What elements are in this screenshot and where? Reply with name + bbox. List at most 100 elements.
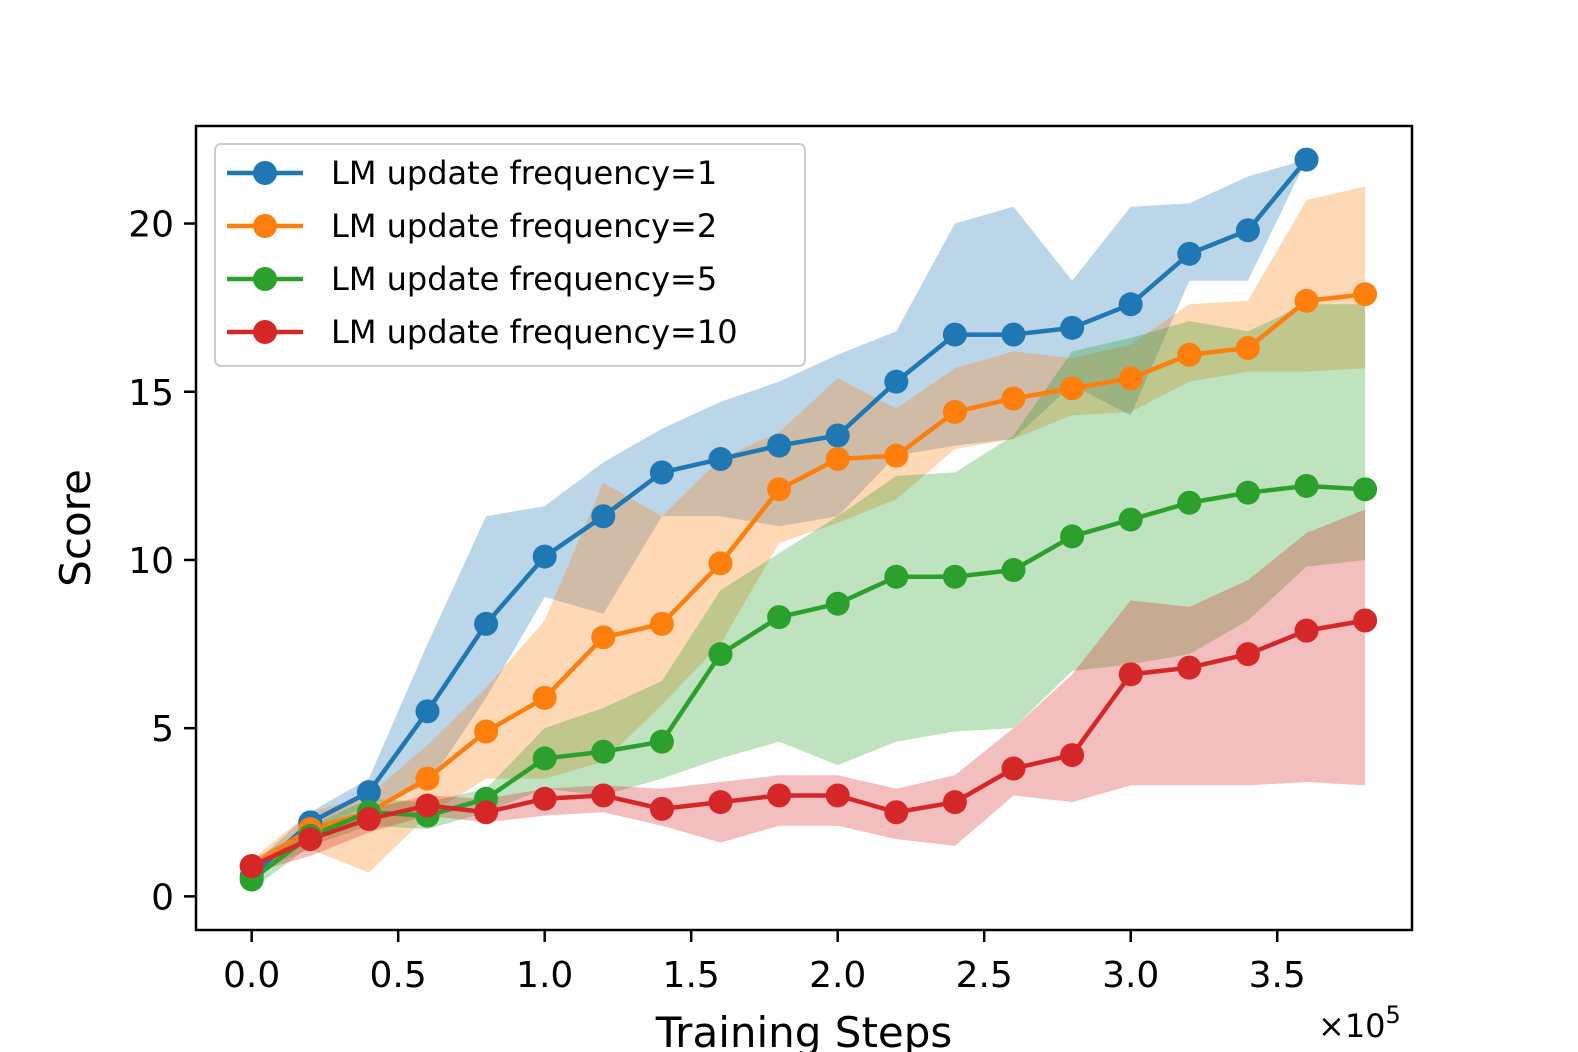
legend-label-1: LM update frequency=1 — [331, 154, 717, 192]
point-series-1 — [1060, 315, 1085, 340]
point-series-1 — [884, 369, 909, 394]
x-tick-label: 1.5 — [663, 955, 720, 996]
point-series-1 — [825, 423, 850, 448]
band-series-1 — [251, 159, 1307, 883]
band-series-3 — [251, 304, 1366, 890]
point-series-4 — [708, 790, 733, 815]
point-series-4 — [415, 793, 440, 818]
point-series-3 — [825, 591, 850, 616]
point-series-2 — [474, 719, 499, 744]
point-series-4 — [239, 854, 264, 879]
legend-marker-1 — [253, 161, 277, 185]
legend-marker-4 — [253, 320, 277, 344]
confidence-bands — [251, 159, 1366, 890]
legend-label-4: LM update frequency=10 — [331, 313, 738, 351]
point-series-2 — [708, 551, 733, 576]
point-series-1 — [649, 460, 674, 485]
point-series-4 — [1235, 642, 1260, 667]
point-series-4 — [298, 827, 323, 852]
point-series-1 — [767, 433, 792, 458]
point-series-3 — [591, 739, 616, 764]
x-tick-label: 2.5 — [956, 955, 1013, 996]
x-tick-label: 0.5 — [370, 955, 427, 996]
point-series-4 — [591, 783, 616, 808]
point-series-2 — [532, 685, 557, 710]
point-series-3 — [1060, 524, 1085, 549]
point-series-1 — [591, 504, 616, 529]
x-axis-multiplier: ×105 — [1318, 1001, 1401, 1045]
point-series-4 — [1177, 655, 1202, 680]
legend-frame — [214, 143, 806, 367]
y-tick-label: 20 — [128, 205, 174, 246]
legend-marker-3 — [253, 267, 277, 291]
series-markers — [239, 147, 1378, 892]
point-series-4 — [1060, 743, 1085, 768]
point-series-4 — [356, 806, 381, 831]
point-series-3 — [1177, 490, 1202, 515]
point-series-4 — [884, 800, 909, 825]
point-series-3 — [1235, 480, 1260, 505]
point-series-4 — [474, 800, 499, 825]
point-series-2 — [1001, 386, 1026, 411]
point-series-2 — [1060, 376, 1085, 401]
point-series-4 — [1118, 662, 1143, 687]
point-series-1 — [1001, 322, 1026, 347]
legend-label-2: LM update frequency=2 — [331, 207, 717, 245]
plot-frame — [194, 124, 1414, 932]
y-tick-label: 10 — [128, 541, 174, 582]
band-series-2 — [251, 186, 1366, 873]
point-series-1 — [1177, 241, 1202, 266]
point-series-1 — [942, 322, 967, 347]
y-tick-label: 5 — [151, 709, 174, 750]
point-series-3 — [767, 605, 792, 630]
point-series-4 — [649, 796, 674, 821]
point-series-1 — [708, 447, 733, 472]
y-axis-ticks: 0 5 10 15 20 — [128, 205, 196, 918]
legend: LM update frequency=1 LM update frequency… — [214, 143, 806, 367]
point-series-2 — [649, 611, 674, 636]
point-series-3 — [532, 746, 557, 771]
y-tick-label: 15 — [128, 373, 174, 414]
point-series-4 — [532, 786, 557, 811]
point-series-2 — [415, 766, 440, 791]
x-tick-label: 2.0 — [809, 955, 866, 996]
band-series-4 — [251, 509, 1366, 873]
point-series-3 — [1294, 473, 1319, 498]
y-tick-label: 0 — [151, 877, 174, 918]
point-series-3 — [649, 729, 674, 754]
point-series-2 — [1294, 288, 1319, 313]
point-series-3 — [708, 642, 733, 667]
point-series-2 — [591, 625, 616, 650]
point-series-4 — [1353, 608, 1378, 633]
point-series-2 — [1353, 282, 1378, 307]
point-series-1 — [356, 780, 381, 805]
point-series-2 — [1177, 342, 1202, 367]
point-series-3 — [1001, 558, 1026, 583]
x-axis-ticks: 0.0 0.5 1.0 1.5 2.0 2.5 3.0 3.5 — [223, 930, 1306, 996]
point-series-3 — [1353, 477, 1378, 502]
point-series-2 — [884, 443, 909, 468]
point-series-2 — [767, 477, 792, 502]
x-tick-label: 0.0 — [223, 955, 280, 996]
point-series-1 — [1235, 218, 1260, 243]
point-series-3 — [884, 564, 909, 589]
point-series-1 — [1118, 292, 1143, 317]
point-series-4 — [767, 783, 792, 808]
point-series-2 — [942, 399, 967, 424]
point-series-2 — [825, 447, 850, 472]
point-series-4 — [825, 783, 850, 808]
point-series-1 — [1294, 147, 1319, 172]
x-tick-label: 3.0 — [1102, 955, 1159, 996]
point-series-4 — [1001, 756, 1026, 781]
point-series-4 — [942, 790, 967, 815]
point-series-2 — [1118, 366, 1143, 391]
point-series-1 — [474, 611, 499, 636]
point-series-1 — [415, 699, 440, 724]
y-axis-title: Score — [51, 469, 100, 587]
point-series-2 — [1235, 336, 1260, 361]
point-series-1 — [532, 544, 557, 569]
x-tick-label: 3.5 — [1249, 955, 1306, 996]
x-axis-title: Training Steps — [655, 1008, 953, 1052]
legend-label-3: LM update frequency=5 — [331, 260, 717, 298]
